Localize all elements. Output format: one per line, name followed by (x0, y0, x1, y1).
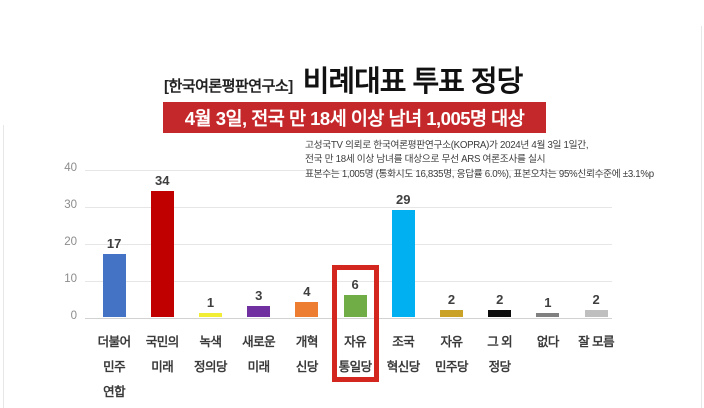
category-label: 더불어 민주 연합 (97, 335, 132, 399)
category-label: 녹색 정의당 (193, 335, 228, 374)
bar-value-label: 34 (155, 173, 170, 189)
category-label: 개혁 신당 (295, 335, 319, 374)
category-label: 없다 (536, 335, 560, 349)
bar-9 (536, 313, 560, 317)
category-label: 새로운 미래 (242, 335, 276, 374)
category-label: 조국 혁신당 (386, 335, 421, 374)
page-title: 비례대표 투표 정당 (302, 66, 524, 98)
bar-chart: 0 10 20 30 40 17 더불어 민주 연합 34 국민의 미래 1 녹색 정의당 3 새로운 … (64, 162, 615, 399)
highlight-box (332, 265, 379, 382)
bar-value-label: 6 (351, 276, 359, 292)
gridline-y-0 (85, 317, 612, 319)
category-label: 자유 통일당 (338, 335, 373, 374)
bar-0 (102, 254, 126, 317)
methodology-line-2: 전국 만 18세 이상 남녀를 대상으로 무선 ARS 여론조사를 실시 (305, 154, 546, 166)
bar-value-label: 1 (544, 295, 552, 311)
photo-left-edge (3, 125, 4, 408)
photo-right-edge (701, 26, 702, 408)
methodology-note: 고성국TV 의뢰로 한국여론평판연구소(KOPRA)가 2024년 4월 3일 … (305, 139, 654, 182)
bar-value-label: 2 (496, 291, 504, 307)
source-label: [한국여론평판연구소] (164, 78, 293, 95)
bar-10 (584, 309, 608, 317)
bar-2 (199, 313, 222, 317)
bar-value-label: 17 (106, 236, 122, 252)
bar-8 (488, 309, 512, 317)
gridline-y-30 (85, 206, 612, 208)
category-label: 국민의 미래 (145, 335, 180, 374)
bar-value-label: 2 (592, 291, 600, 307)
bar-value-label: 1 (206, 295, 215, 311)
gridline-y-40 (85, 169, 612, 171)
bar-6 (391, 209, 415, 317)
bar-7 (440, 309, 463, 317)
bar-3 (247, 305, 271, 317)
survey-banner: 4월 3일, 전국 만 18세 이상 남녀 1,005명 대상 (163, 102, 546, 133)
y-tick-label: 10 (64, 273, 77, 285)
gridline-y-10 (85, 280, 612, 282)
bar-value-label: 29 (396, 191, 411, 207)
bar-5 (343, 294, 367, 317)
plot-area: 0 10 20 30 40 17 더불어 민주 연합 34 국민의 미래 1 녹색 정의당 3 새로운 … (64, 162, 615, 399)
y-tick-label: 30 (64, 199, 77, 211)
y-tick-label: 20 (64, 236, 77, 248)
bar-value-label: 2 (447, 291, 456, 307)
category-label: 잘 모름 (578, 335, 615, 349)
chart-header: [한국여론평판연구소] 비례대표 투표 정당 (164, 58, 524, 100)
y-tick-label: 0 (70, 310, 77, 322)
bar-4 (295, 302, 319, 317)
methodology-line-1: 고성국TV 의뢰로 한국여론평판연구소(KOPRA)가 2024년 4월 3일 … (305, 140, 589, 151)
y-tick-label: 40 (64, 162, 77, 174)
category-label: 그 외 정당 (487, 335, 513, 374)
methodology-line-3: 표본수는 1,005명 (통화시도 16,835명, 응답률 6.0%), 표본… (305, 168, 654, 180)
bar-value-label: 4 (303, 284, 311, 300)
bar-value-label: 3 (255, 287, 263, 303)
gridline-y-20 (85, 243, 612, 245)
category-label: 자유 민주당 (434, 335, 469, 374)
bar-1 (150, 191, 174, 317)
